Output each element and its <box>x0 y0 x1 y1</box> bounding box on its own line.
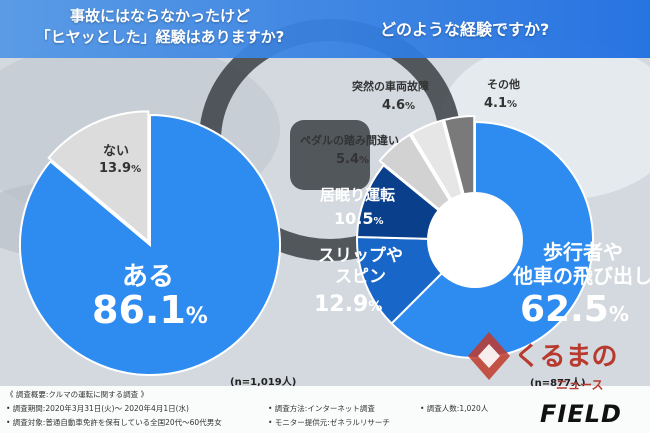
value-pedal-number: 5.4 <box>336 152 360 167</box>
value-slip-percent: % <box>368 299 383 315</box>
sample-size-right: (n=877人) <box>530 378 586 389</box>
label-nai: ない <box>103 140 129 159</box>
label-slip: スリップや スピン <box>318 246 403 288</box>
survey-footer: 《 調査概要:クルマの運転に関する調査 》 • 調査期間:2020年3月31日(… <box>0 386 650 433</box>
label-hokousha-line2: 他車の飛び出し <box>513 264 650 288</box>
value-sonota-number: 4.1 <box>484 96 508 111</box>
label-hokousha: 歩行者や 他車の飛び出し <box>513 240 650 288</box>
label-sonota-text: その他 <box>487 78 520 91</box>
label-inemuri: 居眠り運転 <box>320 184 395 205</box>
value-sonota-percent: % <box>507 99 518 110</box>
value-pedal: 5.4% <box>336 152 369 167</box>
label-sonota: その他 <box>487 76 520 92</box>
kurumano-news-logo-mark <box>468 332 510 380</box>
label-pedal-text: ペダルの踏み間違い <box>300 134 399 147</box>
label-aru-text: ある <box>122 262 175 292</box>
value-hokousha-percent: % <box>608 302 629 326</box>
donut-hole <box>427 192 523 288</box>
header-bar <box>0 0 650 58</box>
news-logo: ニュース <box>556 378 604 392</box>
value-hokousha: 62.5% <box>520 290 629 334</box>
pie1-slice-0 <box>19 113 281 376</box>
field-logo: FIELD <box>540 400 622 428</box>
value-nai-percent: % <box>131 164 142 175</box>
question-1: 事故にはならなかったけど 「ヒヤッとした」経験はありますか? <box>10 6 310 48</box>
label-slip-line1: スリップや <box>318 246 403 266</box>
survey-title: 《 調査概要:クルマの運転に関する調査 》 <box>6 390 149 399</box>
label-nai-text: ない <box>103 144 130 159</box>
label-pedal: ペダルの踏み間違い <box>300 132 399 148</box>
label-hokousha-line1: 歩行者や <box>543 240 623 264</box>
label-kosho: 突然の車両故障 <box>352 78 429 94</box>
value-inemuri-percent: % <box>373 216 384 227</box>
value-slip: 12.9% <box>314 292 382 317</box>
label-slip-line2: スピン <box>335 267 386 287</box>
survey-count: • 調査人数:1,020人 <box>420 404 489 413</box>
value-nai: 13.9% <box>99 161 141 176</box>
label-inemuri-text: 居眠り運転 <box>320 186 396 204</box>
kurumano-logo: くるまの <box>514 342 618 372</box>
value-aru: 86.1% <box>92 288 208 339</box>
sample-size-left: (n=1,019人) <box>230 377 297 388</box>
survey-target: • 調査対象:普通自動車免許を保有している全国20代〜60代男女 <box>6 418 222 427</box>
question-1-line1: 事故にはならなかったけど <box>69 7 250 25</box>
label-kosho-text: 突然の車両故障 <box>352 80 429 93</box>
value-aru-number: 86.1 <box>92 288 186 332</box>
value-kosho-number: 4.6 <box>382 98 406 113</box>
value-kosho: 4.6% <box>382 98 415 113</box>
value-sonota: 4.1% <box>484 96 517 111</box>
survey-period: • 調査期間:2020年3月31日(火)〜 2020年4月1日(水) <box>6 404 189 413</box>
question-1-line2: 「ヒヤッとした」経験はありますか? <box>35 28 285 46</box>
value-nai-number: 13.9 <box>99 161 132 176</box>
question-2: どのような経験ですか? <box>380 20 550 39</box>
pie1-slice-1 <box>47 110 150 244</box>
value-aru-percent: % <box>185 304 208 329</box>
label-aru: ある <box>122 256 174 293</box>
value-slip-number: 12.9 <box>314 292 369 317</box>
value-inemuri: 10.5% <box>334 209 384 228</box>
value-pedal-percent: % <box>359 155 370 166</box>
value-hokousha-number: 62.5 <box>520 289 609 330</box>
value-inemuri-number: 10.5 <box>334 209 374 228</box>
survey-method: • 調査方法:インターネット調査 <box>268 404 375 413</box>
survey-provider: • モニター提供元:ゼネラルリサーチ <box>268 418 390 427</box>
pie-chart-experience <box>19 110 281 376</box>
value-kosho-percent: % <box>405 101 416 112</box>
